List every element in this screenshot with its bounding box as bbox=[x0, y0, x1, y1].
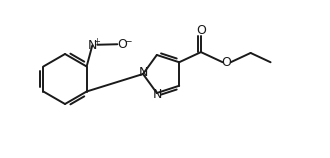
Text: O: O bbox=[196, 24, 206, 37]
Text: O: O bbox=[222, 56, 232, 69]
Text: +: + bbox=[93, 37, 100, 46]
Text: −: − bbox=[124, 36, 132, 45]
Text: O: O bbox=[117, 38, 127, 51]
Text: N: N bbox=[153, 88, 162, 100]
Text: N: N bbox=[88, 39, 97, 52]
Text: N: N bbox=[138, 66, 148, 79]
